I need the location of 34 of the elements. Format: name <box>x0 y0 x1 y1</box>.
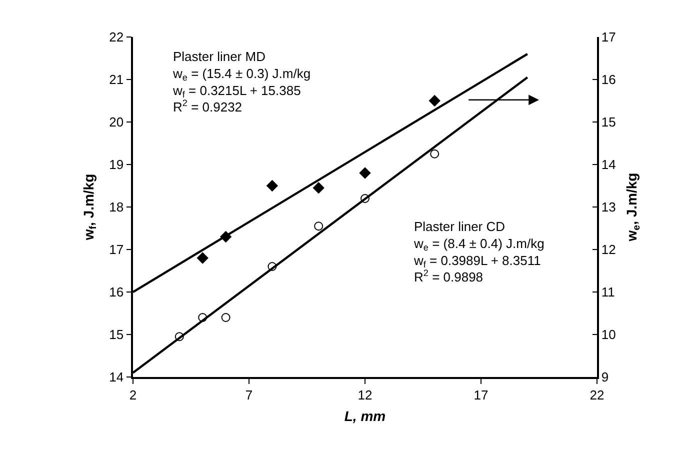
y-tick-label: 21 <box>109 72 124 88</box>
y-tick-label: 20 <box>109 114 124 130</box>
x-tick-label: 17 <box>474 387 488 402</box>
x-tick-label: 12 <box>358 387 372 402</box>
point <box>430 149 440 158</box>
point <box>428 94 440 107</box>
x-tick-label: 22 <box>590 387 604 402</box>
point <box>266 180 278 192</box>
text: Plaster liner MD w$_{e}$ = (15.4 ± 0.3) J.m/kg w$_{f}$ = 0.3215L + 15.385 R$^{2}$ = 0.9232 <box>173 49 311 115</box>
y2-tick-label: 11 <box>601 284 615 300</box>
y-tick-label: 15 <box>109 327 124 342</box>
point <box>221 313 230 322</box>
y2-tick-label: 10 <box>601 327 616 342</box>
point <box>312 182 324 194</box>
y2-tick-label: 15 <box>601 114 616 130</box>
y2-tick-label: 17 <box>601 30 616 45</box>
y2-tick-label: 12 <box>601 242 616 258</box>
point <box>314 222 324 231</box>
y-tick-label: 14 <box>109 370 124 385</box>
y2-tick-label: 9 <box>601 370 609 385</box>
text: Plaster liner CD w$_{e}$ = (8.4 ± 0.4) J.m/kg w$_{f}$ = 0.3989L + 8.3511 R$^{2}$ = 0.9898 <box>414 219 544 285</box>
x-tick-label: 2 <box>129 387 137 402</box>
y2-tick-label: 14 <box>601 157 616 172</box>
x-tick-label: 7 <box>245 387 253 402</box>
y-tick-label: 19 <box>109 157 124 172</box>
x-axis-title: L, mm <box>344 408 386 424</box>
point <box>196 252 208 264</box>
point <box>359 167 371 179</box>
y-tick-label: 16 <box>109 284 124 300</box>
y-tick-label: 17 <box>109 242 124 258</box>
y-tick-label: 22 <box>109 30 124 45</box>
y2-tick-label: 13 <box>601 200 616 215</box>
y-tick-label: 18 <box>109 200 124 215</box>
y2-tick-label: 16 <box>601 72 616 88</box>
